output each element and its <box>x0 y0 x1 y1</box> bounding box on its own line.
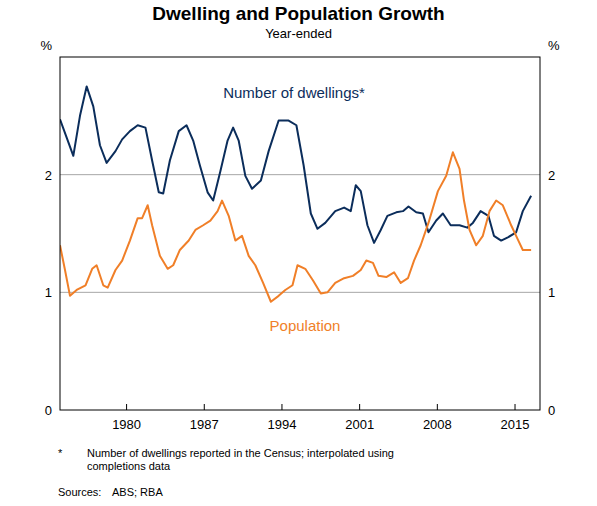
series-label: Population <box>270 317 341 334</box>
x-tick <box>515 404 516 410</box>
x-tick-label: 1987 <box>190 417 219 432</box>
y-tick-label: 1 <box>45 285 52 300</box>
footnote: Number of dwellings reported in the Cens… <box>87 447 394 459</box>
grid-line <box>60 292 540 293</box>
grid-line <box>60 174 540 175</box>
chart: Dwelling and Population Growth Year-ended… <box>0 0 597 506</box>
subtitle: Year-ended <box>265 26 332 41</box>
x-tick-label: 1980 <box>112 417 141 432</box>
plot-frame <box>60 57 540 410</box>
title: Dwelling and Population Growth <box>152 3 444 24</box>
series-line <box>60 152 531 301</box>
sources: ABS; RBA <box>112 486 163 498</box>
sources-label: Sources: <box>58 486 101 498</box>
x-tick-label: 2015 <box>501 417 530 432</box>
y2-tick-label: 0 <box>548 403 555 418</box>
y-tick-label: 2 <box>45 168 52 183</box>
x-tick <box>126 404 127 410</box>
y2-tick-label: 1 <box>548 285 555 300</box>
footnote: completions data <box>87 460 171 472</box>
y2-tick-label: 2 <box>548 168 555 183</box>
x-tick <box>204 404 205 410</box>
x-tick <box>437 404 438 410</box>
x-tick-label: 2008 <box>423 417 452 432</box>
y-axis-label: % <box>40 38 52 53</box>
x-tick <box>281 404 282 410</box>
y-tick-label: 0 <box>45 403 52 418</box>
y2-axis-label: % <box>548 38 560 53</box>
footnote-marker: * <box>58 447 63 459</box>
x-tick-label: 2001 <box>345 417 374 432</box>
series-line <box>60 86 531 242</box>
x-tick-label: 1994 <box>268 417 297 432</box>
series-group <box>60 86 531 301</box>
series-label: Number of dwellings* <box>223 84 365 101</box>
x-tick <box>359 404 360 410</box>
